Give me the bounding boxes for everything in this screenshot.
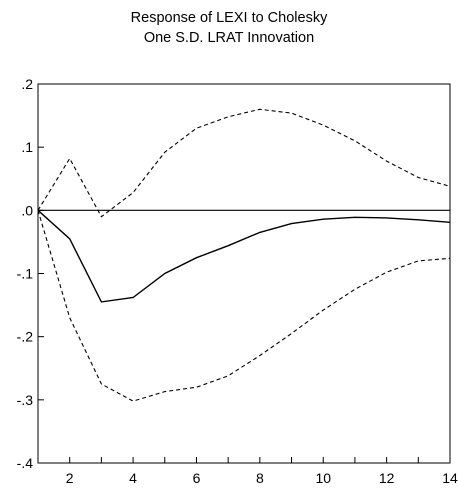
y-tick-label: -.4 <box>17 455 34 471</box>
y-tick-label: -.1 <box>17 266 34 282</box>
x-tick-label: 8 <box>256 470 264 486</box>
x-tick-label: 2 <box>66 470 74 486</box>
y-tick-label: .1 <box>21 139 33 155</box>
x-tick-label: 12 <box>379 470 395 486</box>
series-line-response <box>37 209 451 303</box>
chart-title-line-1: Response of LEXI to Cholesky <box>130 10 328 26</box>
plot-frame <box>37 83 451 464</box>
x-tick-label: 10 <box>315 470 331 486</box>
x-tick-label: 4 <box>129 470 137 486</box>
series-line-lower <box>37 210 451 402</box>
y-tick-label: -.2 <box>17 329 34 345</box>
y-tick-label: .2 <box>21 76 33 92</box>
series-line-upper <box>37 108 451 218</box>
y-tick-label: .0 <box>21 202 33 218</box>
x-tick-label: 6 <box>193 470 201 486</box>
chart-title-line-2: One S.D. LRAT Innovation <box>143 30 315 46</box>
x-tick-label: 14 <box>442 470 458 486</box>
y-tick-label: -.3 <box>17 392 34 408</box>
